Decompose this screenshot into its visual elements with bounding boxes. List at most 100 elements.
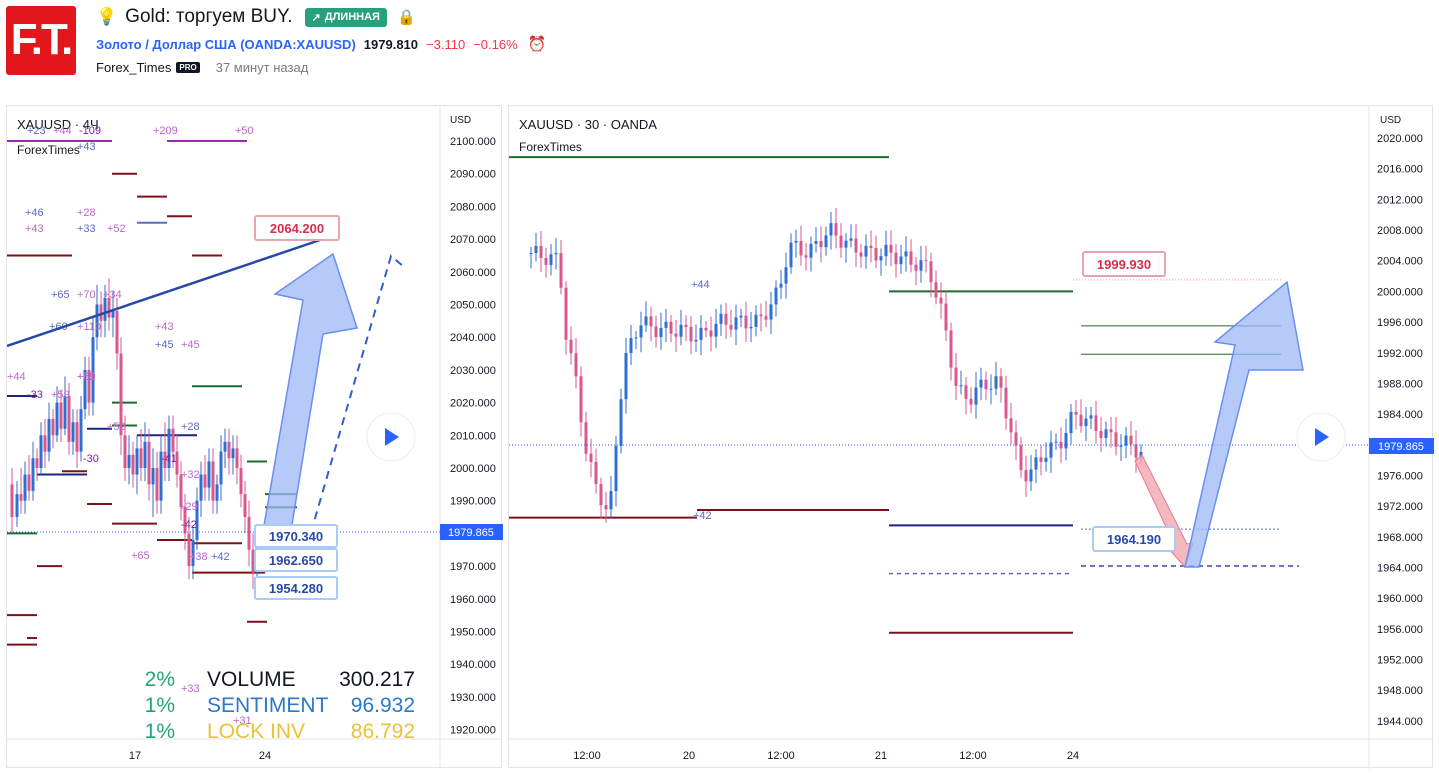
- candle-body: [914, 264, 918, 271]
- x-tick-label: 24: [1067, 750, 1079, 762]
- trade-annotation: +43: [155, 321, 174, 333]
- trend-line[interactable]: [6, 237, 324, 348]
- play-icon[interactable]: [1315, 428, 1329, 446]
- y-tick-label: 2004.000: [1377, 256, 1423, 268]
- candle-body: [1064, 433, 1068, 449]
- play-icon[interactable]: [385, 428, 399, 446]
- price-label-box[interactable]: [254, 548, 338, 572]
- candle-body: [187, 533, 191, 567]
- price-label-box[interactable]: [254, 215, 340, 241]
- y-tick-label: 2060.000: [450, 267, 496, 279]
- candle-body: [123, 435, 127, 468]
- y-tick-label: 2050.000: [450, 300, 496, 312]
- chart-panel-30m[interactable]: XAUUSD · 30 · OANDA ForexTimes USD 2020.…: [508, 105, 1434, 769]
- trade-annotation: +209: [153, 125, 178, 137]
- candle-body: [919, 260, 923, 271]
- candle-body: [694, 339, 698, 342]
- candle-body: [759, 314, 763, 317]
- candle-body: [1094, 415, 1098, 431]
- candle-body: [584, 422, 588, 454]
- candle-body: [614, 445, 618, 492]
- y-tick-label: 2020.000: [1377, 133, 1423, 145]
- candle-body: [1124, 435, 1128, 446]
- candle-body: [889, 244, 893, 253]
- candle-body: [1119, 445, 1123, 447]
- candle-body: [724, 313, 728, 325]
- candle-body: [175, 451, 179, 475]
- candle-body: [989, 388, 993, 390]
- alarm-clock-icon[interactable]: ⏰: [527, 36, 547, 53]
- trend-up-icon: ↗: [311, 11, 321, 24]
- candle-body: [859, 252, 863, 257]
- currency-label: USD: [1380, 115, 1401, 126]
- price-label-box[interactable]: [1082, 251, 1166, 277]
- bear-arrow[interactable]: [1134, 454, 1194, 568]
- title-row: 💡 Gold: торгуем BUY. ↗ ДЛИННАЯ 🔒: [96, 6, 416, 28]
- candle-body: [135, 448, 139, 475]
- candle-body: [1079, 414, 1083, 427]
- y-tick-label: 1970.000: [450, 561, 496, 573]
- x-tick-label: 20: [683, 750, 695, 762]
- symbol-link[interactable]: Золото / Доллар США (OANDA:XAUUSD): [96, 36, 356, 52]
- trade-annotation: +45: [181, 339, 200, 351]
- forecast-dash[interactable]: [306, 254, 404, 547]
- y-tick-label: 2100.000: [450, 136, 496, 148]
- candle-body: [87, 369, 91, 403]
- candle-body: [674, 333, 678, 337]
- candle-body: [534, 246, 538, 254]
- candle-body: [734, 317, 738, 330]
- trade-annotation: +33: [181, 683, 200, 695]
- trade-annotation: +33: [77, 223, 96, 235]
- trade-annotation: +43: [77, 141, 96, 153]
- candle-body: [819, 241, 823, 248]
- long-badge: ↗ ДЛИННАЯ: [304, 7, 387, 27]
- candle-body: [163, 451, 167, 468]
- price-label-box[interactable]: [254, 576, 338, 600]
- stat-name: LOCK INV: [207, 720, 305, 743]
- chart-subtitle: ForexTimes: [519, 140, 582, 154]
- stat-pct: 1%: [145, 720, 175, 743]
- trade-annotation: +34: [103, 289, 122, 301]
- chart-30m[interactable]: XAUUSD · 30 · OANDA ForexTimes USD 2020.…: [509, 106, 1434, 769]
- candle-body: [1074, 411, 1078, 415]
- trade-annotation: -33: [27, 389, 43, 401]
- candle-body: [1004, 387, 1008, 419]
- candle-body: [15, 494, 19, 518]
- candle-body: [844, 240, 848, 248]
- x-tick-label: 21: [875, 750, 887, 762]
- candle-body: [235, 448, 239, 468]
- y-tick-label: 1952.000: [1377, 655, 1423, 667]
- candle-body: [63, 396, 67, 429]
- candle-body: [1129, 435, 1133, 445]
- chart-panel-4h[interactable]: XAUUSD · 4Ч ForexTimes USD 2100.000 2090.…: [6, 105, 503, 769]
- candle-body: [664, 321, 668, 328]
- author-logo[interactable]: F.T.: [6, 6, 76, 75]
- pro-badge: PRO: [176, 61, 200, 73]
- candle-body: [709, 330, 713, 337]
- trade-annotation: +31: [233, 715, 252, 727]
- candle-body: [904, 251, 908, 257]
- chart-4h[interactable]: XAUUSD · 4Ч ForexTimes USD 2100.000 2090.…: [6, 106, 503, 769]
- price-label-box[interactable]: [254, 524, 338, 548]
- y-tick-label: 1948.000: [1377, 685, 1423, 697]
- trade-annotation: +23: [27, 125, 46, 137]
- candle-body: [779, 283, 783, 288]
- bull-arrow[interactable]: [260, 252, 358, 544]
- candle-body: [874, 248, 878, 261]
- candle-body: [714, 323, 718, 337]
- bull-arrow[interactable]: [1184, 280, 1304, 568]
- candle-body: [131, 454, 135, 475]
- candle-body: [939, 297, 943, 304]
- candle-body: [529, 253, 533, 255]
- candle-body: [969, 398, 973, 405]
- candle-body: [824, 235, 828, 248]
- author-name[interactable]: Forex_Times: [96, 59, 172, 75]
- candle-body: [139, 448, 143, 468]
- candle-body: [195, 500, 199, 540]
- candle-body: [994, 376, 998, 389]
- price-label-box[interactable]: [1092, 526, 1176, 552]
- candle-body: [849, 238, 853, 241]
- candle-body: [171, 428, 175, 452]
- candle-body: [679, 324, 683, 337]
- candle-body: [984, 379, 988, 390]
